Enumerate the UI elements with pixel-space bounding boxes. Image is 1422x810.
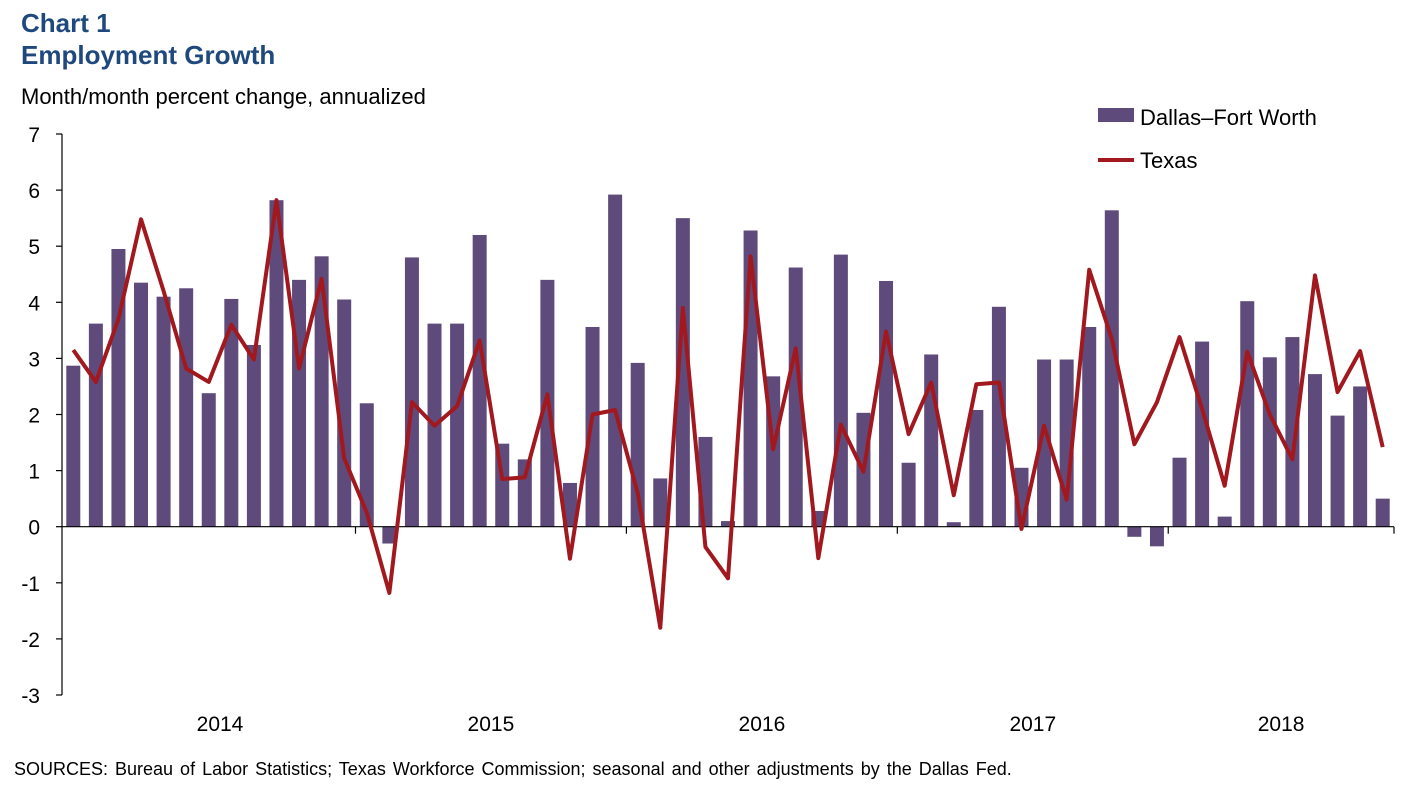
dfw-bar xyxy=(314,256,329,527)
dfw-bar xyxy=(88,323,103,527)
y-tick-label: -2 xyxy=(21,629,40,652)
dfw-bar xyxy=(833,254,848,527)
dfw-bar xyxy=(879,280,894,527)
legend-label-dfw: Dallas–Fort Worth xyxy=(1140,105,1317,130)
y-tick-label: 6 xyxy=(28,180,40,203)
y-tick-label: 7 xyxy=(28,124,40,147)
y-tick-label: -1 xyxy=(21,573,40,596)
dfw-bar xyxy=(292,279,307,527)
dfw-bar xyxy=(1037,359,1052,527)
dfw-bar xyxy=(901,462,916,527)
dfw-bar xyxy=(608,194,623,527)
dfw-bar xyxy=(156,296,171,527)
dfw-bar xyxy=(1082,326,1097,527)
dfw-bar xyxy=(969,410,984,527)
dfw-bar xyxy=(562,482,577,527)
y-tick-label: 3 xyxy=(28,348,40,371)
x-year-label: 2018 xyxy=(1258,713,1305,736)
dfw-bar xyxy=(1307,374,1322,527)
y-tick-label: 4 xyxy=(28,292,40,315)
dfw-bar xyxy=(1127,526,1142,537)
source-note: SOURCES: Bureau of Labor Statistics; Tex… xyxy=(14,759,1012,779)
dfw-bar xyxy=(359,403,374,527)
dfw-bar xyxy=(1240,301,1255,527)
chart-title: Employment Growth xyxy=(21,40,276,70)
dfw-bar xyxy=(404,257,419,527)
dfw-bar xyxy=(1172,457,1187,527)
texas-series xyxy=(71,198,1385,630)
dfw-bar xyxy=(269,200,284,527)
dfw-bar xyxy=(721,521,735,527)
y-tick-labels: 7 6 5 4 3 2 1 0 -1 -2 -3 xyxy=(21,124,40,708)
dfw-bar xyxy=(1149,526,1164,547)
y-tick-label: -3 xyxy=(21,685,40,708)
dfw-bar xyxy=(1375,498,1390,527)
texas-line xyxy=(71,198,1385,630)
dfw-bar xyxy=(201,393,216,527)
dfw-bar xyxy=(517,459,532,527)
x-year-labels: 2014 2015 2016 2017 2018 xyxy=(197,713,1305,736)
dfw-bar xyxy=(1330,415,1345,527)
x-year-label: 2014 xyxy=(197,713,244,736)
y-tick-label: 0 xyxy=(28,517,40,540)
dfw-bar xyxy=(1195,341,1210,527)
axes xyxy=(56,133,1395,696)
dfw-bar xyxy=(675,218,690,527)
dfw-bar xyxy=(111,249,126,527)
dfw-bar xyxy=(946,522,961,527)
dfw-bar xyxy=(991,306,1006,527)
dfw-bar xyxy=(653,478,668,527)
y-axis-label: Month/month percent change, annualized xyxy=(21,84,426,109)
legend: Dallas–Fort Worth Texas xyxy=(1098,105,1317,173)
x-year-label: 2015 xyxy=(468,713,515,736)
x-year-label: 2016 xyxy=(739,713,786,736)
legend-swatch-dfw xyxy=(1098,108,1134,122)
dfw-bar xyxy=(788,267,803,527)
dfw-bar xyxy=(246,344,261,527)
dfw-bar xyxy=(382,526,397,544)
dfw-bar xyxy=(1353,386,1368,527)
dfw-bar xyxy=(450,323,465,527)
dfw-bar xyxy=(1104,210,1119,527)
y-tick-label: 1 xyxy=(28,461,40,484)
dfw-bar xyxy=(472,234,487,527)
dfw-bar xyxy=(179,288,194,527)
y-tick-label: 2 xyxy=(28,405,40,428)
dfw-bar xyxy=(1285,337,1300,527)
legend-label-texas: Texas xyxy=(1140,148,1197,173)
dfw-bar xyxy=(134,282,149,527)
dfw-bar xyxy=(1262,357,1277,527)
dfw-bar xyxy=(924,354,939,527)
dfw-bar xyxy=(224,298,239,527)
dfw-bar xyxy=(1217,516,1232,527)
dfw-bar xyxy=(66,365,81,527)
y-tick-label: 5 xyxy=(28,236,40,259)
chart-number: Chart 1 xyxy=(21,8,111,38)
x-year-label: 2017 xyxy=(1009,713,1056,736)
